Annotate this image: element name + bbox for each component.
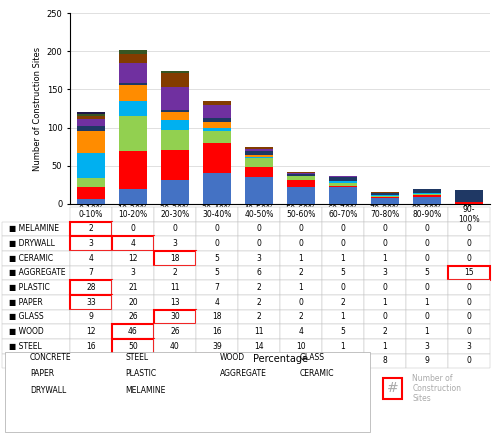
Bar <box>456 190 482 202</box>
Bar <box>120 190 146 204</box>
Bar <box>78 126 104 132</box>
Bar <box>204 173 231 204</box>
Bar <box>246 147 272 149</box>
Bar <box>120 62 146 82</box>
Text: #: # <box>386 381 398 395</box>
Bar <box>456 202 482 204</box>
Text: WOOD: WOOD <box>220 353 245 362</box>
Bar <box>204 105 231 118</box>
Bar <box>204 128 231 131</box>
Bar <box>246 149 272 151</box>
Text: Number of
Construction
Sites: Number of Construction Sites <box>412 374 462 403</box>
Bar <box>288 176 314 177</box>
Bar <box>162 180 188 204</box>
Bar <box>414 193 440 194</box>
Bar <box>414 190 440 193</box>
Bar <box>120 82 146 85</box>
Bar <box>288 174 314 176</box>
Bar <box>78 114 104 116</box>
Bar <box>246 158 272 167</box>
Text: MELAMINE: MELAMINE <box>125 386 166 395</box>
Text: AGGREGATE: AGGREGATE <box>220 369 267 378</box>
Bar <box>288 187 314 204</box>
Bar <box>204 131 231 143</box>
Bar <box>330 177 356 181</box>
Bar <box>204 143 231 173</box>
Bar <box>162 71 188 73</box>
Bar <box>162 120 188 130</box>
Text: Percentage: Percentage <box>252 354 308 364</box>
Bar <box>288 180 314 187</box>
Bar <box>162 130 188 150</box>
Bar <box>330 183 356 187</box>
Bar <box>246 155 272 157</box>
Bar <box>78 119 104 126</box>
Bar <box>78 153 104 178</box>
Text: STEEL: STEEL <box>125 353 148 362</box>
Text: PAPER: PAPER <box>30 369 54 378</box>
Bar <box>162 112 188 120</box>
Bar <box>372 193 398 195</box>
Bar <box>162 73 188 87</box>
Bar <box>120 50 146 53</box>
Y-axis label: Number of Construction Sites: Number of Construction Sites <box>34 46 42 171</box>
Bar <box>78 132 104 153</box>
Bar <box>414 197 440 204</box>
Bar <box>120 85 146 101</box>
Bar <box>288 177 314 180</box>
Text: DRYWALL: DRYWALL <box>30 386 66 395</box>
Bar <box>246 151 272 155</box>
Bar <box>372 195 398 196</box>
Bar <box>120 101 146 116</box>
Bar <box>414 195 440 197</box>
Text: CONCRETE: CONCRETE <box>30 353 72 362</box>
Bar <box>288 172 314 173</box>
Bar <box>78 112 104 114</box>
Bar <box>288 173 314 174</box>
Bar <box>78 199 104 204</box>
Bar <box>78 187 104 199</box>
Bar <box>414 194 440 195</box>
Bar <box>204 118 231 122</box>
Text: GLASS: GLASS <box>300 353 325 362</box>
Text: CERAMIC: CERAMIC <box>300 369 334 378</box>
Bar <box>372 197 398 198</box>
Bar <box>120 151 146 190</box>
Bar <box>246 177 272 204</box>
Bar <box>162 150 188 180</box>
Bar <box>372 196 398 197</box>
Bar <box>78 116 104 119</box>
Bar <box>162 110 188 112</box>
Bar <box>246 157 272 158</box>
Bar <box>330 181 356 183</box>
Bar <box>372 198 398 204</box>
Text: PLASTIC: PLASTIC <box>125 369 156 378</box>
Bar <box>78 178 104 187</box>
Bar <box>162 87 188 110</box>
Bar <box>204 122 231 128</box>
Bar <box>330 176 356 177</box>
Bar <box>372 192 398 193</box>
Bar <box>120 116 146 151</box>
Bar <box>330 187 356 204</box>
Bar <box>246 167 272 177</box>
Bar <box>120 53 146 62</box>
Bar <box>204 101 231 105</box>
